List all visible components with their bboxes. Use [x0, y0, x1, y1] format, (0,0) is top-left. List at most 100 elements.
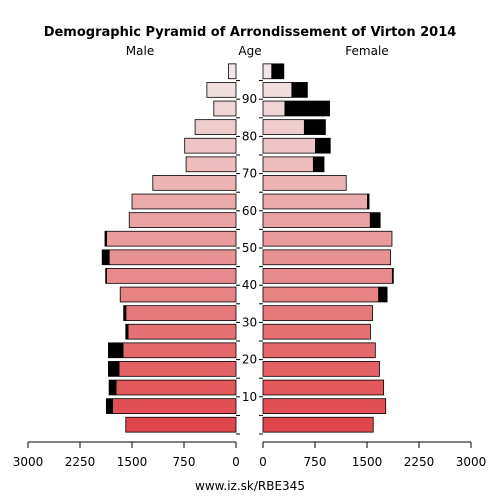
- male-bar-85-89: [213, 101, 236, 116]
- female-bar-15-19: [263, 361, 380, 377]
- male-excess-bar-40-44: [105, 268, 108, 284]
- female-bar-outline-30-34: [262, 305, 373, 321]
- age-tick-label-40: 40: [242, 278, 257, 292]
- female-bar-outline-65-69: [262, 175, 347, 191]
- male-bar-outline-5-9: [105, 398, 237, 414]
- female-bar-outline-85-89: [262, 100, 330, 117]
- male-bar-outline-85-89: [213, 100, 237, 117]
- female-bar-30-34: [263, 305, 373, 321]
- male-bar-outline-40-44: [105, 268, 237, 284]
- female-bar-outline-55-59: [262, 212, 381, 228]
- female-excess-bar-80-84: [303, 119, 326, 135]
- female-bar-35-39: [263, 287, 379, 302]
- male-excess-bar-25-29: [125, 324, 129, 340]
- male-bar-10-14: [116, 380, 236, 395]
- male-bar-outline-10-14: [108, 379, 237, 396]
- male-excess-bar-15-19: [108, 361, 120, 377]
- female-excess-bar-85-89: [284, 101, 330, 116]
- male-bar-outline-70-74: [185, 156, 237, 173]
- female-excess-bar-55-59: [369, 212, 381, 228]
- male-bar-outline-20-24: [108, 342, 237, 359]
- male-bar-outline-0-4: [125, 416, 237, 433]
- female-bar-outline-40-44: [262, 268, 394, 284]
- female-bar-outline-25-29: [262, 323, 371, 340]
- age-tick-label-90: 90: [242, 92, 257, 106]
- female-bar-outline-90+: [262, 63, 285, 80]
- male-excess-bar-5-9: [106, 398, 114, 414]
- male-bar-80-84: [195, 119, 236, 135]
- male-bar-outline-55-59: [128, 212, 237, 228]
- female-bar-outline-60-64: [262, 193, 370, 210]
- male-bar-outline-25-29: [125, 323, 237, 340]
- female-bar-outline-75-79: [262, 137, 331, 154]
- female-bar-90+: [263, 63, 272, 79]
- age-tick-label-60: 60: [242, 204, 257, 218]
- female-bar-90-94: [263, 82, 292, 98]
- x-tick-label-male-1500: 1500: [117, 455, 148, 469]
- male-bar-outline-75-79: [184, 137, 237, 154]
- age-label: Age: [238, 44, 261, 58]
- x-tick-label-female-3000: 3000: [456, 455, 487, 469]
- x-axis-male: 0 750 1500 2250 3000: [13, 441, 240, 469]
- female-bar-outline-10-14: [262, 379, 385, 396]
- male-bar-outline-35-39: [119, 286, 237, 303]
- female-bar-outline-0-4: [262, 416, 374, 433]
- x-tick-label-female-750: 750: [304, 455, 327, 469]
- male-bar-15-19: [119, 361, 236, 377]
- male-bar-50-54: [107, 231, 236, 247]
- female-bar-outline-15-19: [262, 361, 380, 377]
- age-tick-label-10: 10: [242, 390, 257, 404]
- male-bar-outline-15-19: [108, 361, 237, 377]
- male-bar-70-74: [186, 156, 236, 172]
- x-tick-label-female-0: 0: [259, 455, 267, 469]
- female-bar-outline-45-49: [262, 249, 391, 266]
- female-bar-75-79: [263, 138, 315, 154]
- female-bar-10-14: [263, 380, 384, 395]
- male-label: Male: [126, 44, 154, 58]
- x-tick-label-male-0: 0: [232, 455, 240, 469]
- female-bar-outline-70-74: [262, 156, 325, 173]
- female-excess-bar-40-44: [391, 268, 394, 284]
- male-bar-40-44: [107, 268, 236, 284]
- male-excess-bar-10-14: [109, 380, 117, 395]
- female-label: Female: [345, 44, 388, 58]
- male-bar-30-34: [126, 305, 236, 321]
- male-bar-outline-90+: [227, 63, 237, 80]
- age-tick-label-30: 30: [242, 315, 257, 329]
- male-excess-bar-50-54: [104, 231, 108, 247]
- female-excess-bar-60-64: [367, 194, 370, 209]
- female-excess-bar-75-79: [315, 138, 331, 154]
- male-bar-0-4: [125, 417, 236, 433]
- male-bar-outline-50-54: [104, 230, 237, 247]
- age-tick-label-70: 70: [242, 167, 257, 181]
- age-tick-label-50: 50: [242, 241, 257, 255]
- age-tick-label-20: 20: [242, 353, 257, 367]
- male-bar-90+: [228, 63, 236, 79]
- male-bar-75-79: [184, 138, 236, 154]
- footer-url: www.iz.sk/RBE345: [195, 479, 305, 493]
- male-bar-35-39: [120, 287, 236, 302]
- female-excess-bar-70-74: [312, 156, 325, 172]
- x-tick-label-male-3000: 3000: [13, 455, 44, 469]
- male-bar-outline-45-49: [101, 249, 237, 266]
- female-bar-50-54: [263, 231, 392, 247]
- chart-title: Demographic Pyramid of Arrondissement of…: [44, 25, 457, 40]
- x-tick-label-male-2250: 2250: [65, 455, 96, 469]
- male-bar-60-64: [132, 194, 236, 209]
- female-bar-55-59: [263, 212, 370, 228]
- female-bar-80-84: [263, 119, 304, 135]
- female-bar-outline-90-94: [262, 82, 308, 98]
- male-bar-outline-90-94: [206, 82, 237, 98]
- x-tick-label-female-2250: 2250: [404, 455, 435, 469]
- female-bar-70-74: [263, 156, 313, 172]
- female-bar-65-69: [263, 175, 347, 191]
- female-bar-5-9: [263, 398, 386, 414]
- male-bar-45-49: [109, 249, 236, 265]
- female-bar-20-24: [263, 342, 376, 358]
- male-bar-outline-60-64: [131, 193, 237, 210]
- female-excess-bar-90+: [271, 63, 284, 79]
- male-bar-outline-65-69: [152, 175, 237, 191]
- x-tick-label-male-750: 750: [173, 455, 196, 469]
- age-tick-label-80: 80: [242, 129, 257, 143]
- age-axis: 10 20 30 40 50 60 70 80 90: [236, 80, 263, 435]
